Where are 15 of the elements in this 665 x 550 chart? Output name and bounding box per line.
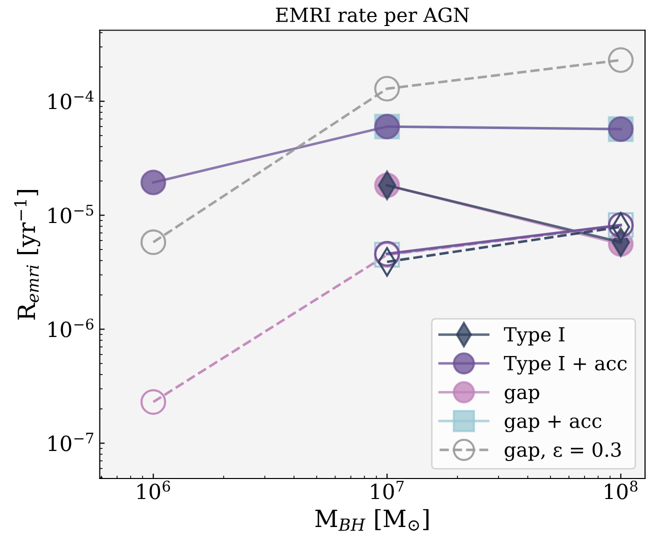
legend-label: Type I [504,327,564,346]
legend-label: gap + acc [504,416,602,432]
x-tick-label: 10$^{8}$ [604,480,638,500]
x-axis-title: M$_{BH}$ [M$_{⊙}$] [315,509,429,531]
y-axis-title: R$_{emri}$ [yr$^{−1}$] [14,190,40,320]
legend-label: Type I + acc [504,356,627,375]
y-tick-label: 10$^{−7}$ [48,432,94,452]
y-tick-label: 10$^{−4}$ [48,90,94,110]
legend-label: gap [504,388,540,404]
x-tick-label: 10$^{7}$ [371,480,404,500]
y-tick-label: 10$^{−5}$ [48,204,94,224]
x-tick-label: 10$^{6}$ [138,480,170,500]
legend-label: gap, ε = 0.3 [504,442,621,461]
chart-title: EMRI rate per AGN [276,7,470,26]
y-tick-label: 10$^{−6}$ [48,318,94,338]
